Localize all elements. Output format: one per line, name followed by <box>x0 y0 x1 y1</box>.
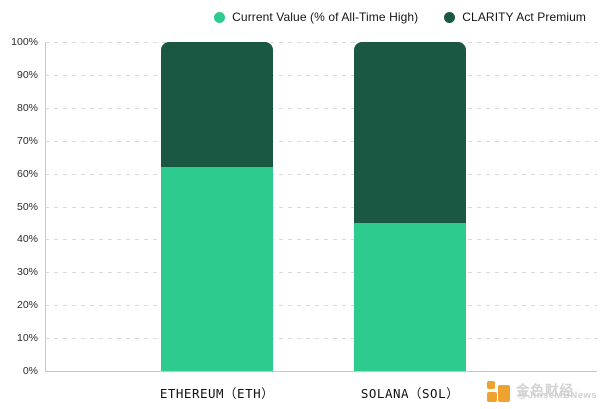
legend-dot-clarity-premium <box>444 11 456 23</box>
y-tick-label-0%: 0% <box>22 365 38 377</box>
jinse-logo-icon <box>487 380 510 404</box>
y-tick-label-30%: 30% <box>16 266 38 279</box>
y-tick-label-100%: 100% <box>11 36 38 48</box>
watermark: 金色财经 @JinseMBNews <box>487 379 598 405</box>
gridline-70% <box>45 140 597 142</box>
x-axis-label-1: SOLANA（SOL） <box>360 386 460 401</box>
x-axis-label-0: ETHEREUM（ETH） <box>159 386 275 401</box>
gridline-20% <box>45 305 597 307</box>
y-tick-label-20%: 20% <box>16 299 38 312</box>
gridline-30% <box>45 272 597 274</box>
gridline-50% <box>45 206 597 208</box>
bar-SOLANA（SOL） <box>354 42 466 371</box>
gridline-90% <box>45 74 597 76</box>
gridline-60% <box>45 173 597 175</box>
bar-segment-current-value <box>354 222 466 371</box>
bar-ETHEREUM（ETH） <box>161 42 273 371</box>
gridline-40% <box>45 239 597 241</box>
legend-label-current-value: Current Value (% of All-Time High) <box>232 10 419 24</box>
y-tick-label-90%: 90% <box>16 68 38 81</box>
legend-item-clarity-premium: CLARITY Act Premium <box>444 10 586 24</box>
watermark-text-cn: 金色财经 <box>516 383 574 398</box>
y-tick-label-60%: 60% <box>16 167 38 180</box>
y-tick-label-40%: 40% <box>16 233 38 246</box>
legend-dot-current-value <box>214 11 226 23</box>
legend-item-current-value: Current Value (% of All-Time High) <box>214 10 418 24</box>
chart-legend: Current Value (% of All-Time High) CLARI… <box>214 10 586 24</box>
y-tick-label-10%: 10% <box>16 332 38 345</box>
gridline-0% <box>45 371 597 372</box>
y-tick-label-50%: 50% <box>16 200 38 213</box>
watermark-text-en: @JinseMBNews <box>518 390 598 401</box>
bar-segment-current-value <box>161 167 273 371</box>
bar-segment-clarity-premium <box>354 42 466 223</box>
bar-segment-clarity-premium <box>161 42 273 168</box>
y-tick-label-80%: 80% <box>16 101 38 114</box>
gridline-100% <box>45 42 597 43</box>
y-tick-label-70%: 70% <box>16 134 38 147</box>
gridline-80% <box>45 107 597 109</box>
legend-label-clarity-premium: CLARITY Act Premium <box>462 10 586 24</box>
plot-area <box>45 42 597 372</box>
gridline-10% <box>45 338 597 340</box>
